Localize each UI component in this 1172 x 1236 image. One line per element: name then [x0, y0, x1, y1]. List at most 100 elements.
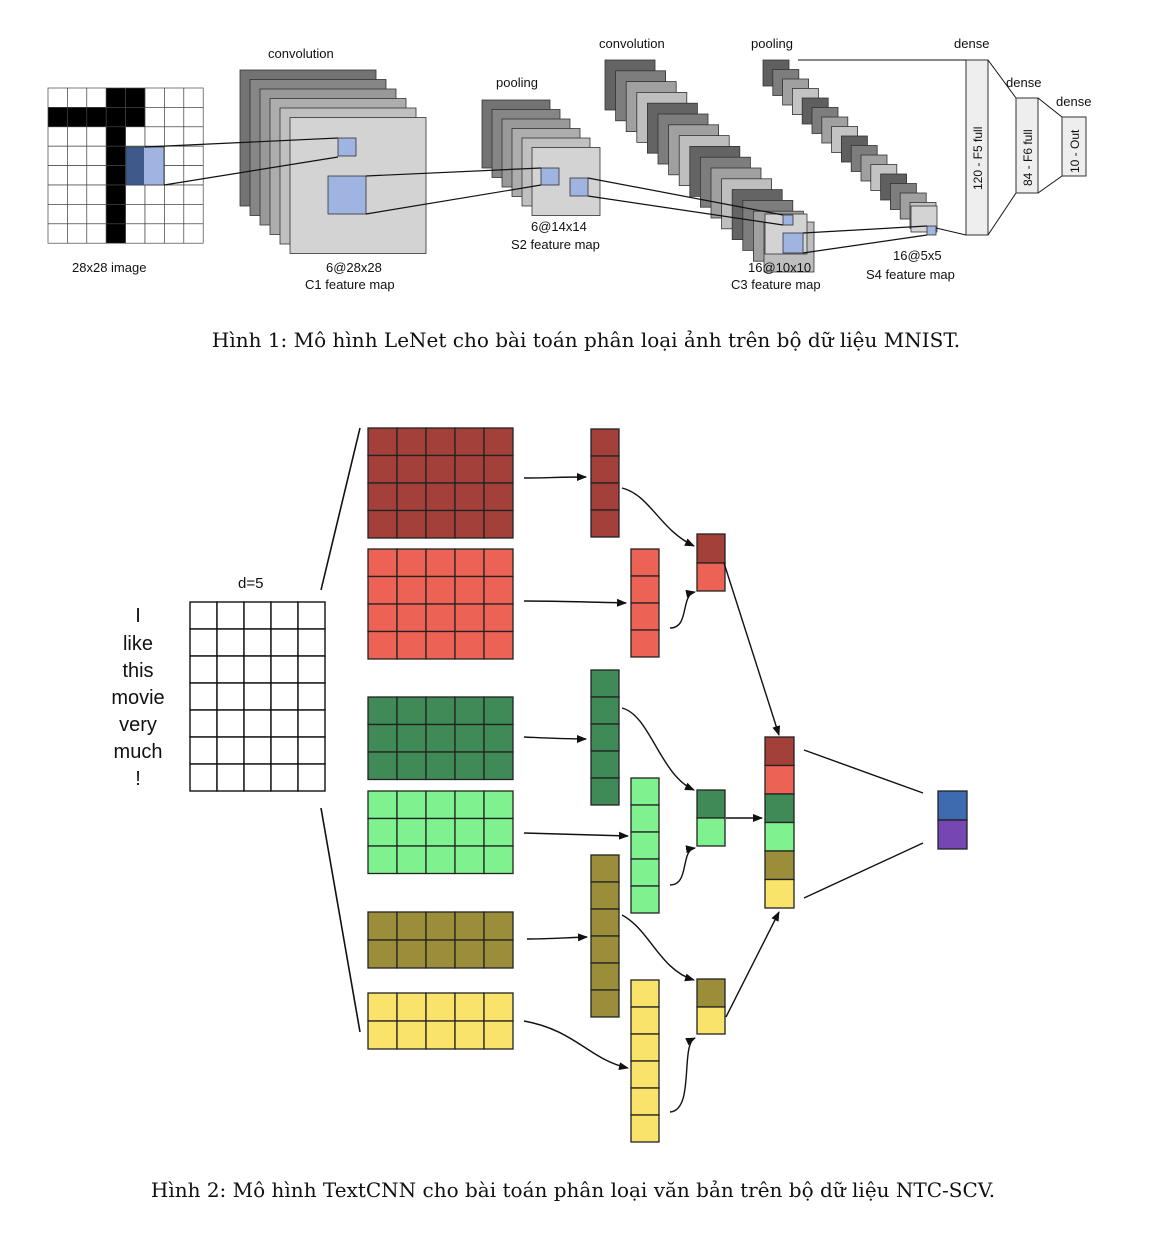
figure2-caption: Hình 2: Mô hình TextCNN cho bài toán phâ…: [151, 1178, 995, 1202]
filter-cell-green-3: [396, 723, 427, 753]
concatenated-vector: [764, 736, 795, 909]
input-pixel: [47, 204, 68, 225]
s4-feature-map-stack: [762, 59, 938, 233]
filter-cell-red-4: [483, 482, 514, 512]
filter-cell-green-3: [454, 696, 485, 726]
feature-map-cell: [630, 602, 660, 631]
feature-map-cell: [630, 1060, 660, 1089]
filter-cell-green-3: [367, 696, 398, 726]
sentence-word: movie: [111, 687, 164, 709]
s4-name-label: S4 feature map: [866, 267, 955, 282]
input-image-label: 28x28 image: [72, 260, 146, 275]
embedding-cell: [297, 736, 326, 765]
concat-cell: [764, 821, 795, 852]
filter-cell-green-3: [396, 751, 427, 781]
dense-label-3: dense: [1056, 94, 1091, 109]
filter-cell-yellow-2: [454, 992, 485, 1022]
embedding-cell: [243, 601, 272, 630]
input-pixel: [125, 126, 146, 147]
input-pixel: [47, 145, 68, 166]
input-pixel: [105, 126, 126, 147]
filter-cell-olive-2: [396, 939, 427, 969]
feature-map-cell: [630, 777, 660, 806]
c1-feature-map-stack: [239, 69, 427, 254]
filter-cell-green-3: [483, 751, 514, 781]
c3-small-patch: [782, 214, 794, 226]
filter-cell-yellow-2: [425, 992, 456, 1022]
filter-cell-red-4: [425, 509, 456, 539]
filter-cell-green-3b: [396, 845, 427, 875]
input-pixel: [105, 87, 126, 108]
embedding-cell: [243, 709, 272, 738]
output-cell-blue: [937, 790, 968, 821]
input-pixel: [164, 107, 185, 128]
filter-cell-red-4: [454, 427, 485, 457]
input-pixel: [125, 223, 146, 244]
embedding-cell: [297, 709, 326, 738]
input-pixel: [47, 184, 68, 205]
filter-cell-green-3: [425, 723, 456, 753]
input-receptive-patch-dark: [126, 147, 144, 185]
input-pixel: [67, 145, 88, 166]
filter-cell-red-4b: [396, 630, 427, 660]
embedding-cell: [189, 601, 218, 630]
filter-cell-yellow-2: [396, 1020, 427, 1050]
s2-conv-patch: [569, 177, 589, 197]
concat-cell: [764, 793, 795, 824]
input-pixel: [144, 87, 165, 108]
filter-cell-green-3: [454, 723, 485, 753]
filter-cell-red-4: [483, 454, 514, 484]
filter-cell-yellow-2: [483, 1020, 514, 1050]
input-pixel: [67, 87, 88, 108]
input-pixel: [164, 223, 185, 244]
input-pixel: [86, 87, 107, 108]
filter-cell-red-4b: [425, 575, 456, 605]
embedding-matrix: [189, 601, 326, 792]
s2-name-label: S2 feature map: [511, 237, 600, 252]
filter-cell-red-4: [425, 482, 456, 512]
filter-cell-green-3: [396, 696, 427, 726]
filter-cell-red-4: [367, 482, 398, 512]
filter-cell-olive-2: [454, 911, 485, 941]
input-pixel: [86, 184, 107, 205]
input-pixel: [67, 204, 88, 225]
embedding-cell: [243, 736, 272, 765]
filter-cell-red-4b: [483, 630, 514, 660]
embedding-cell: [297, 763, 326, 792]
input-pixel: [183, 87, 204, 108]
filter-cell-green-3b: [483, 817, 514, 847]
input-pixel: [105, 204, 126, 225]
input-pixel: [144, 107, 165, 128]
input-image-grid: [47, 87, 204, 244]
filter-cell-red-4b: [454, 548, 485, 578]
filter-cell-yellow-2: [367, 1020, 398, 1050]
input-pixel: [47, 126, 68, 147]
feature-map-cell: [630, 1087, 660, 1116]
input-pixel: [144, 126, 165, 147]
filter-cell-green-3: [425, 751, 456, 781]
feature-map-cell: [630, 548, 660, 577]
filter-cell-red-4: [483, 509, 514, 539]
filter-cell-red-4b: [367, 548, 398, 578]
concat-cell: [764, 850, 795, 881]
input-pixel: [125, 184, 146, 205]
feature-map-cell: [590, 777, 620, 806]
filter-cell-yellow-2: [367, 992, 398, 1022]
embedding-cell: [189, 628, 218, 657]
embedding-cell: [270, 709, 299, 738]
filter-cell-red-4b: [425, 548, 456, 578]
input-pixel: [67, 126, 88, 147]
feature-map-cell: [630, 979, 660, 1008]
concat-cell: [764, 736, 795, 767]
filter-cell-green-3b: [367, 790, 398, 820]
filter-cell-olive-2: [483, 911, 514, 941]
filter-cell-red-4b: [396, 548, 427, 578]
filter-cell-green-3b: [396, 817, 427, 847]
embedding-cell: [270, 682, 299, 711]
filter-cell-red-4: [396, 509, 427, 539]
convolution-label-2: convolution: [599, 36, 665, 51]
input-pixel: [183, 204, 204, 225]
filter-cell-green-3: [425, 696, 456, 726]
embedding-cell: [270, 655, 299, 684]
input-pixel: [183, 223, 204, 244]
